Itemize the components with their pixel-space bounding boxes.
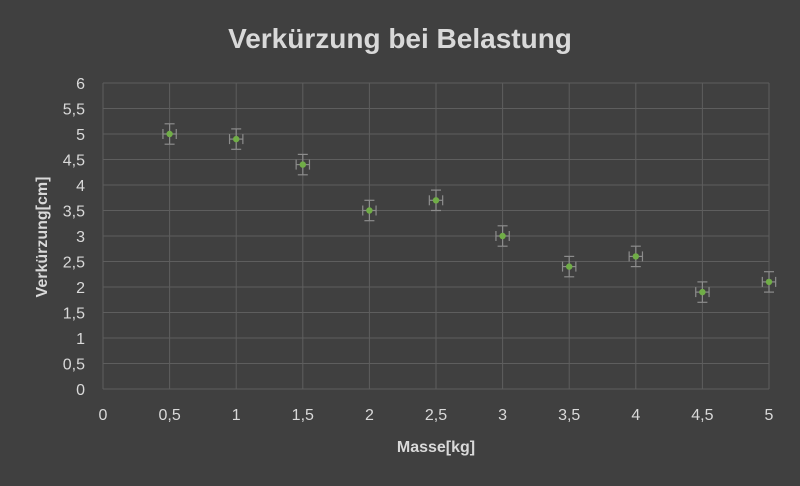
- point-marker: [765, 278, 773, 286]
- point-marker: [632, 253, 639, 260]
- y-axis-title: Verkürzung[cm]: [34, 177, 51, 298]
- data-point: [495, 225, 510, 247]
- point-marker: [499, 232, 506, 240]
- x-tick-label: 5: [765, 407, 774, 424]
- y-tick-label: 4,5: [63, 153, 85, 170]
- x-tick-label: 4: [631, 407, 640, 424]
- x-axis-ticks: 0 0,5 1 1,5 2 2,5 3 3,5 4 4,5 5: [99, 407, 774, 424]
- x-tick-label: 1,5: [292, 407, 314, 424]
- y-tick-label: 1: [76, 331, 85, 348]
- y-tick-label: 3,5: [63, 204, 85, 221]
- y-tick-label: 3: [76, 229, 85, 246]
- x-axis-title: Masse[kg]: [397, 439, 475, 456]
- y-tick-label: 1,5: [63, 306, 85, 323]
- x-tick-label: 0: [99, 407, 108, 424]
- y-tick-label: 0: [76, 382, 85, 399]
- y-tick-label: 2,5: [63, 255, 85, 272]
- data-point: [761, 271, 777, 293]
- y-tick-label: 4: [76, 178, 85, 195]
- data-point: [295, 153, 311, 176]
- point-marker: [299, 161, 306, 168]
- data-points: [162, 123, 777, 303]
- point-marker: [432, 197, 440, 204]
- point-marker: [566, 263, 573, 270]
- y-tick-label: 5: [76, 127, 85, 144]
- chart-title: Verkürzung bei Belastung: [228, 23, 572, 54]
- data-point: [362, 199, 377, 222]
- x-tick-label: 1: [232, 407, 241, 424]
- data-point: [695, 281, 710, 303]
- data-point: [561, 255, 577, 278]
- data-point: [628, 245, 644, 268]
- point-marker: [699, 288, 706, 296]
- x-tick-label: 0,5: [158, 407, 180, 424]
- y-tick-label: 5,5: [63, 102, 85, 119]
- gridlines: [102, 82, 770, 390]
- x-tick-label: 2,5: [425, 407, 447, 424]
- data-point: [228, 128, 244, 150]
- x-tick-label: 4,5: [691, 407, 713, 424]
- point-marker: [233, 135, 240, 143]
- y-tick-label: 2: [76, 280, 85, 297]
- point-marker: [366, 207, 373, 214]
- x-tick-label: 3: [498, 407, 507, 424]
- data-point: [428, 189, 444, 212]
- point-marker: [166, 130, 173, 138]
- y-axis-ticks: 0 0,5 1 1,5 2 2,5 3 3,5 4 4,5 5 5,5 6: [63, 76, 85, 399]
- data-point: [162, 123, 177, 145]
- y-tick-label: 0,5: [63, 357, 85, 374]
- y-tick-label: 6: [76, 76, 85, 93]
- x-tick-label: 3,5: [558, 407, 580, 424]
- x-tick-label: 2: [365, 407, 374, 424]
